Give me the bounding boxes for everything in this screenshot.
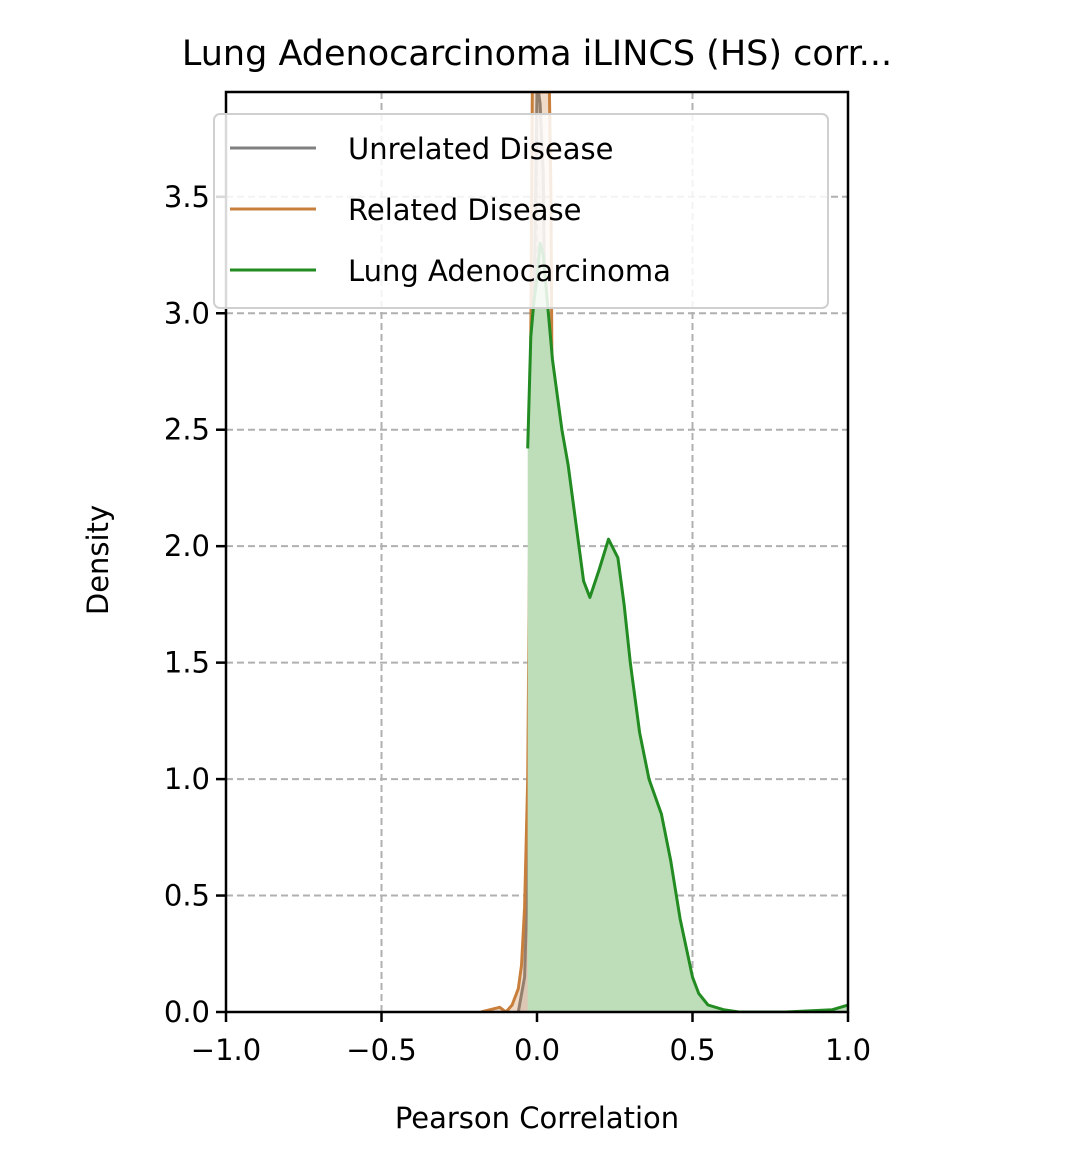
y-tick-label: 0.5 bbox=[164, 879, 210, 913]
x-axis-label: Pearson Correlation bbox=[395, 1101, 679, 1135]
x-tick-label: 1.0 bbox=[825, 1033, 871, 1067]
legend: Unrelated Disease Related Disease Lung Ade… bbox=[213, 113, 829, 309]
y-tick-label: 0.0 bbox=[164, 995, 210, 1029]
y-tick-label: 2.0 bbox=[164, 529, 210, 563]
legend-label: Lung Adenocarcinoma bbox=[348, 254, 671, 288]
x-tick-label: 0.5 bbox=[669, 1033, 715, 1067]
axis-ticks: −1.0 −0.5 0.0 0.5 1.0 0.0 0.5 1.0 1.5 2.0 2.5 3.0 3.… bbox=[164, 180, 871, 1067]
chart-title: Lung Adenocarcinoma iLINCS (HS) corr... bbox=[182, 34, 892, 74]
y-tick-label: 3.5 bbox=[164, 180, 210, 214]
y-axis-label: Density bbox=[81, 505, 115, 615]
x-tick-label: 0.0 bbox=[514, 1033, 560, 1067]
legend-box bbox=[213, 113, 829, 309]
legend-label: Unrelated Disease bbox=[348, 132, 613, 166]
y-tick-label: 1.5 bbox=[164, 646, 210, 680]
x-tick-label: −1.0 bbox=[191, 1033, 261, 1067]
y-tick-label: 2.5 bbox=[164, 413, 210, 447]
legend-label: Related Disease bbox=[348, 193, 581, 227]
y-tick-label: 3.0 bbox=[164, 296, 210, 330]
y-tick-label: 1.0 bbox=[164, 762, 210, 796]
series-area-lung-adenocarcinoma bbox=[527, 243, 848, 1012]
x-tick-label: −0.5 bbox=[346, 1033, 416, 1067]
